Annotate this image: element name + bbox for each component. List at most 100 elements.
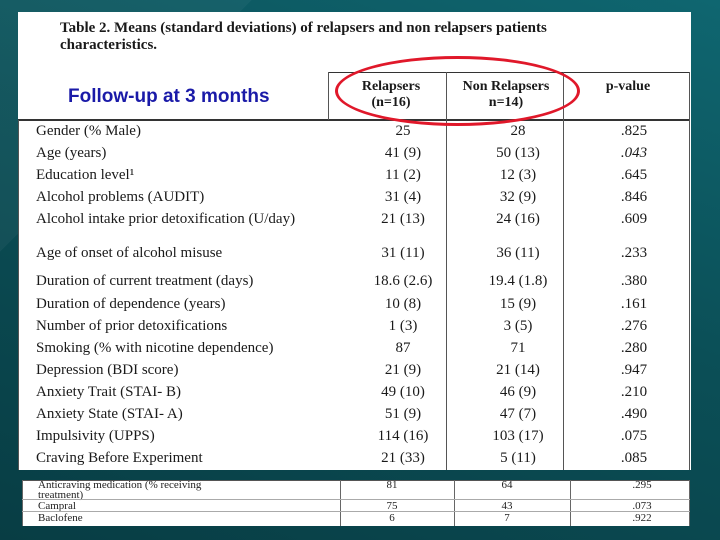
relapsers-value: 11 (2)	[385, 167, 421, 183]
table-row: Anxiety State (STAI- A) 51 (9) 47 (7) .490	[18, 406, 690, 428]
non-relapsers-value: 50 (13)	[496, 145, 540, 161]
relapsers-value: 114 (16)	[377, 428, 429, 444]
row-label: Age (years)	[36, 145, 107, 161]
relapsers-value: 51 (9)	[384, 406, 422, 422]
strip-row-rule	[22, 499, 690, 500]
non-relapsers-value: 5 (11)	[500, 450, 536, 466]
p-value: .276	[620, 318, 648, 334]
relapsers-value: 1 (3)	[388, 318, 418, 334]
p-value: .073	[632, 500, 652, 512]
column-divider	[689, 72, 690, 470]
row-label: Anticraving medication (% receiving	[38, 480, 202, 491]
row-label: Number of prior detoxifications	[36, 318, 228, 334]
p-value: .645	[620, 167, 648, 183]
column-divider	[446, 72, 447, 470]
relapsers-value: 6	[389, 512, 395, 524]
table-row: Alcohol problems (AUDIT) 31 (4) 32 (9) .846	[18, 189, 690, 211]
non-relapsers-value: 24 (16)	[496, 211, 540, 227]
p-value: .609	[620, 211, 648, 227]
table-row: Anxiety Trait (STAI- B) 49 (10) 46 (9) .210	[18, 384, 690, 406]
p-value: .295	[632, 480, 652, 491]
row-label: Duration of dependence (years)	[36, 296, 226, 312]
non-relapsers-value: 3 (5)	[503, 318, 533, 334]
p-value: .922	[632, 512, 652, 524]
row-label: Anxiety Trait (STAI- B)	[36, 384, 182, 400]
relapsers-value: 21 (9)	[384, 362, 422, 378]
strip-row-rule	[22, 511, 690, 512]
medication-table-fragment: Anticraving medication (% receiving 81 64.…	[22, 480, 690, 526]
relapsers-value: 25	[395, 123, 411, 139]
p-value: .043	[620, 145, 648, 161]
non-relapsers-value: 43	[501, 500, 513, 512]
row-label: Anxiety State (STAI- A)	[36, 406, 183, 422]
strip-divider	[689, 480, 690, 526]
non-relapsers-value: 64	[501, 480, 513, 491]
followup-label: Follow-up at 3 months	[68, 86, 270, 107]
p-value: .947	[620, 362, 648, 378]
p-value: .075	[620, 428, 648, 444]
relapsers-value: 31 (4)	[384, 189, 422, 205]
relapsers-value: 21 (13)	[381, 211, 425, 227]
non-relapsers-value: 47 (7)	[499, 406, 537, 422]
table-row: Duration of current treatment (days) 18.6…	[18, 273, 690, 295]
p-value: .233	[620, 245, 648, 261]
row-label: Impulsivity (UPPS)	[36, 428, 155, 444]
table-row: Age (years) 41 (9) 50 (13) .043	[18, 145, 690, 167]
row-label: Baclofene	[38, 512, 83, 524]
header-bottom-rule	[18, 119, 690, 121]
relapsers-value: 21 (33)	[381, 450, 425, 466]
table-row: Number of prior detoxifications 1 (3) 3 (5…	[18, 318, 690, 340]
column-divider	[563, 72, 564, 470]
non-relapsers-value: 32 (9)	[499, 189, 537, 205]
row-label: Gender (% Male)	[36, 123, 141, 139]
strip-divider	[340, 480, 341, 526]
table-row: Impulsivity (UPPS) 114 (16) 103 (17) .075	[18, 428, 690, 450]
p-value: .825	[620, 123, 648, 139]
medication-row: Anticraving medication (% receiving 81 64.…	[22, 480, 690, 491]
strip-divider	[454, 480, 455, 526]
p-value: .280	[620, 340, 648, 356]
medication-row: Campral 75 43 .073	[22, 500, 690, 512]
table-caption: Table 2. Means (standard deviations) of …	[60, 20, 547, 53]
relapsers-value: 18.6 (2.6)	[373, 273, 433, 289]
non-relapsers-value: 21 (14)	[496, 362, 540, 378]
row-label: Smoking (% with nicotine dependence)	[36, 340, 274, 356]
relapsers-value: 10 (8)	[384, 296, 422, 312]
column-divider	[328, 72, 329, 120]
column-divider	[18, 120, 19, 470]
strip-divider	[22, 480, 23, 526]
non-relapsers-value: 15 (9)	[499, 296, 537, 312]
p-value: .490	[620, 406, 648, 422]
table-row: Craving Before Experiment 21 (33) 5 (11) .0…	[18, 450, 690, 472]
row-label: treatment)	[38, 489, 84, 501]
row-label: Depression (BDI score)	[36, 362, 179, 378]
data-table: Relapsers (n=16) Non Relapsers n=14) p-v…	[18, 72, 690, 470]
non-relapsers-value: 28	[510, 123, 526, 139]
relapsers-value: 87	[395, 340, 411, 356]
table-row: Alcohol intake prior detoxification (U/d…	[18, 211, 690, 233]
p-value: .085	[620, 450, 648, 466]
row-label: Alcohol intake prior detoxification (U/d…	[36, 211, 296, 227]
non-relapsers-value: 71	[510, 340, 526, 356]
row-label: Craving Before Experiment	[36, 450, 203, 466]
row-label: Campral	[38, 500, 76, 512]
medication-row: treatment)	[22, 489, 690, 501]
p-value: .380	[620, 273, 648, 289]
relapsers-value: 81	[386, 480, 398, 491]
row-label: Age of onset of alcohol misuse	[36, 245, 223, 261]
p-value: .210	[620, 384, 648, 400]
table-row: Depression (BDI score) 21 (9) 21 (14) .947	[18, 362, 690, 384]
relapsers-value: 75	[386, 500, 398, 512]
non-relapsers-value: 19.4 (1.8)	[488, 273, 548, 289]
relapsers-value: 31 (11)	[381, 245, 425, 261]
table-row: Duration of dependence (years) 10 (8) 15 (…	[18, 296, 690, 318]
row-label: Alcohol problems (AUDIT)	[36, 189, 205, 205]
medication-row: Baclofene 6 7 .922	[22, 512, 690, 524]
table-row: Age of onset of alcohol misuse 31 (11) 36 …	[18, 245, 690, 267]
non-relapsers-value: 7	[504, 512, 510, 524]
non-relapsers-value: 46 (9)	[499, 384, 537, 400]
row-label: Education level¹	[36, 167, 135, 183]
header-pvalue: p-value	[605, 79, 651, 94]
p-value: .161	[620, 296, 648, 312]
highlight-ellipse	[335, 56, 580, 126]
